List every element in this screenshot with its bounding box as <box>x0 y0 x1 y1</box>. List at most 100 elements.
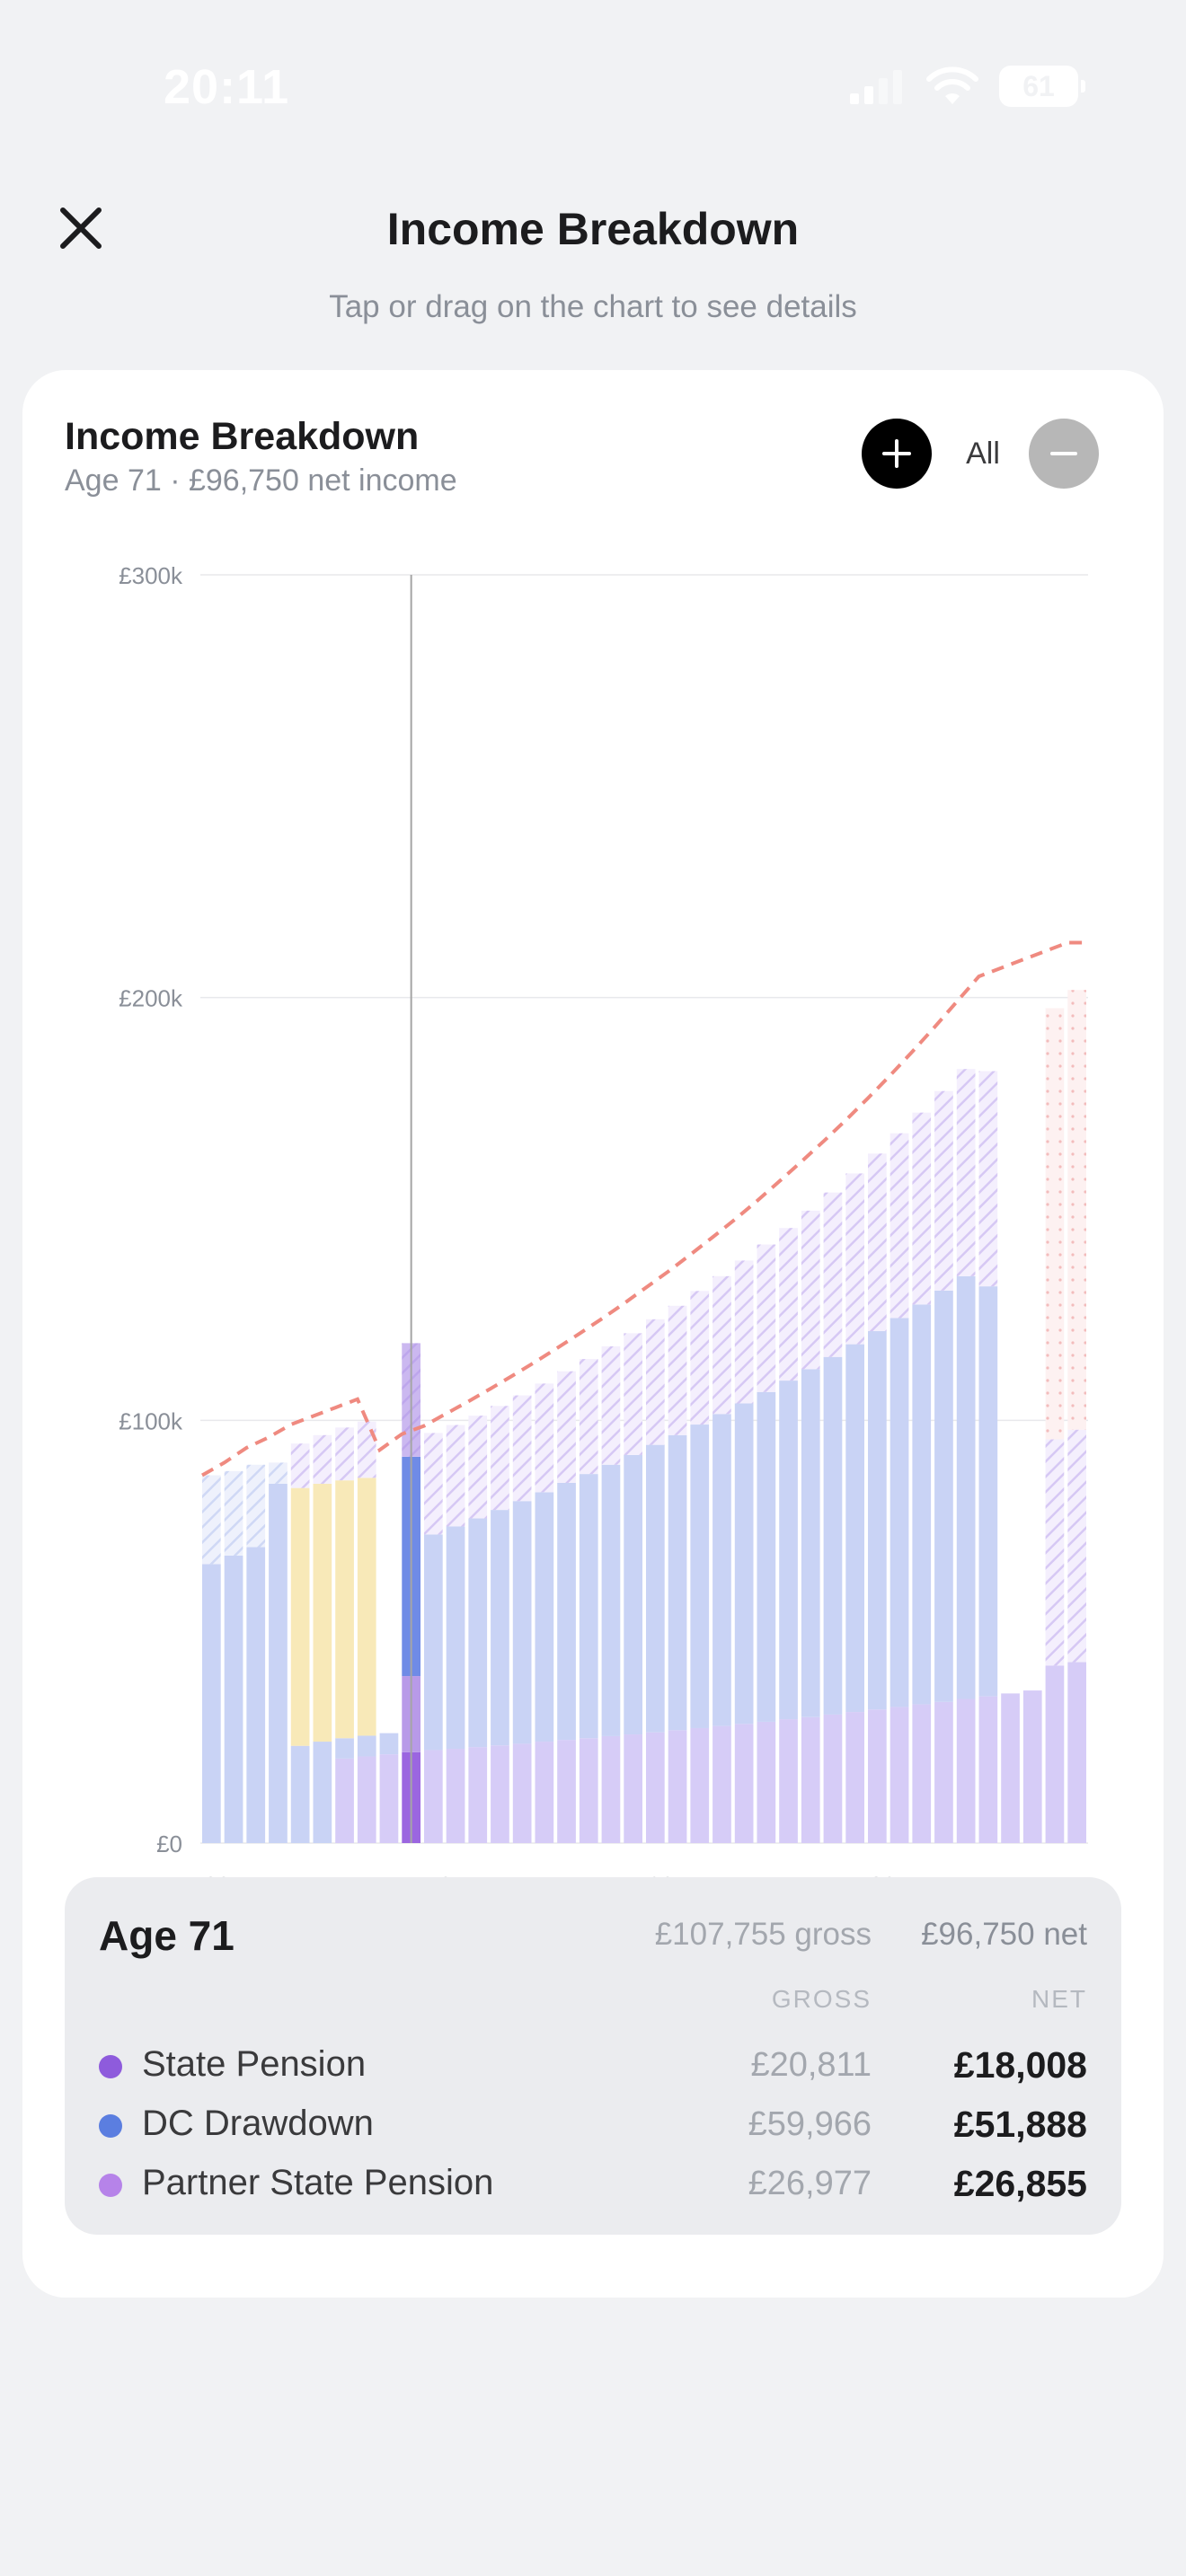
bar-segment-partner <box>1045 1665 1065 1843</box>
bar-segment-tax <box>512 1395 532 1502</box>
bar-segment-partner <box>379 1754 399 1843</box>
bar-segment-partner <box>535 1742 554 1843</box>
bar-segment-tax <box>202 1475 221 1565</box>
bar-segment-tax <box>269 1462 288 1484</box>
bar-segment-tax <box>779 1228 798 1381</box>
bar-segment-dc <box>978 1286 998 1697</box>
bar-segment-partner <box>491 1745 509 1843</box>
bar-segment-tax <box>290 1443 310 1488</box>
y-tick-label: £0 <box>156 1831 182 1857</box>
bar-segment-partner <box>734 1724 754 1843</box>
zoom-out-button[interactable] <box>1029 419 1099 489</box>
chart-overlay <box>201 575 1088 1843</box>
status-time: 20:11 <box>164 60 290 114</box>
bar-segment-partner <box>890 1707 909 1843</box>
bar-segment-overflow <box>1045 1008 1065 1440</box>
y-tick-label: £300k <box>119 562 183 589</box>
bar-segment-partner <box>624 1734 642 1843</box>
bar-segment-tax <box>1045 1439 1065 1666</box>
bar-segment-tax <box>424 1433 443 1535</box>
bar-segment-tax <box>535 1383 554 1493</box>
bar-segment-partner <box>690 1727 710 1843</box>
income-chart[interactable]: £0£100k£200k£300k62728292 <box>22 532 1164 2238</box>
row-gross: £20,811 <box>750 2046 872 2084</box>
bar-segment-tax <box>912 1112 932 1305</box>
bar-segment-partner <box>912 1704 932 1843</box>
status-icons: 61 <box>848 63 1085 110</box>
chart-bars <box>202 990 1086 1843</box>
bar-segment-tax <box>956 1069 976 1276</box>
bar-segment-partner <box>845 1712 864 1843</box>
y-tick-label: £100k <box>119 1407 183 1434</box>
bar-segment-partner <box>801 1716 820 1843</box>
bar-segment-dc <box>690 1425 710 1728</box>
column-header-gross: GROSS <box>771 1985 872 2013</box>
bar-segment-annuity <box>357 1478 376 1736</box>
bar-segment-tax <box>468 1416 488 1519</box>
card-subtitle: Age 71 · £96,750 net income <box>65 463 457 498</box>
zoom-in-button[interactable] <box>862 419 932 489</box>
bar-segment-tax <box>246 1464 266 1548</box>
details-gross-total: £107,755 gross <box>654 1917 872 1952</box>
bar-segment-dc <box>734 1403 754 1725</box>
bar-segment-tax <box>712 1275 731 1415</box>
bar-segment-dc <box>712 1414 731 1726</box>
row-net: £26,855 <box>953 2163 1087 2204</box>
bar-segment-tax <box>1067 1429 1086 1663</box>
bar-segment-partner <box>512 1743 532 1843</box>
bar-segment-tax <box>734 1260 754 1404</box>
bar-segment-tax <box>601 1345 621 1465</box>
income-row-dc-drawdown: DC Drawdown £59,966 £51,888 <box>99 2104 1087 2154</box>
bar-segment-partner <box>1022 1690 1042 1843</box>
bar-segment-dc <box>335 1738 354 1759</box>
bar-segment-dc <box>557 1482 576 1741</box>
bar-segment-partner <box>579 1738 598 1843</box>
gross-income-line <box>201 940 1088 1478</box>
close-button[interactable] <box>52 199 110 257</box>
bar-segment-partner <box>601 1735 621 1843</box>
wifi-icon <box>926 66 978 104</box>
bar-segment-dc <box>912 1304 932 1705</box>
bar-segment-tax <box>624 1333 642 1455</box>
battery-nub <box>1081 80 1085 93</box>
bar-segment-dc <box>956 1275 976 1699</box>
bar-segment-dc <box>601 1464 621 1736</box>
bar-segment-partner <box>357 1756 376 1843</box>
bar-segment-dc <box>757 1391 776 1722</box>
bar-segment-tax <box>934 1090 953 1291</box>
bar-segment-tax <box>579 1359 598 1475</box>
row-net: £51,888 <box>953 2104 1087 2145</box>
bar-segment-dc <box>579 1474 598 1739</box>
bar-segment-partner <box>779 1719 798 1843</box>
bar-segment-tax <box>823 1192 843 1357</box>
bar-segment-dc <box>269 1483 288 1843</box>
income-row-state-pension: State Pension £20,811 £18,008 <box>99 2044 1087 2095</box>
bar-segment-dc <box>290 1745 310 1843</box>
bar-segment-tax <box>557 1371 576 1483</box>
row-net: £18,008 <box>953 2044 1087 2086</box>
income-row-partner-state-pension: Partner State Pension £26,977 £26,855 <box>99 2163 1087 2213</box>
bar-segment-tax <box>335 1427 354 1481</box>
chart-grid <box>200 574 1088 1844</box>
zoom-level-label: All <box>966 437 1000 471</box>
bar-segment-tax <box>646 1319 665 1445</box>
bar-segment-dc <box>491 1510 509 1746</box>
bar-segment-tax <box>313 1434 332 1484</box>
battery-icon: 61 <box>999 66 1085 107</box>
bar-segment-dc <box>646 1444 665 1733</box>
bar-segment-partner <box>668 1730 687 1843</box>
card-title: Income Breakdown <box>65 415 420 458</box>
bar-segment-dc <box>890 1318 909 1707</box>
bar-segment-annuity <box>290 1487 310 1746</box>
bar-segment-dc <box>379 1733 399 1755</box>
minus-icon <box>1050 452 1077 455</box>
bar-segment-tax <box>224 1470 243 1556</box>
bar-segment-partner <box>1067 1662 1086 1843</box>
bar-segment-tax <box>868 1153 887 1332</box>
bar-segment-tax <box>690 1291 710 1425</box>
bar-segment-partner <box>712 1725 731 1843</box>
bar-segment-dc <box>357 1735 376 1757</box>
cellular-signal-icon <box>850 70 902 104</box>
bar-segment-partner <box>557 1740 576 1843</box>
bar-segment-tax <box>978 1071 998 1287</box>
